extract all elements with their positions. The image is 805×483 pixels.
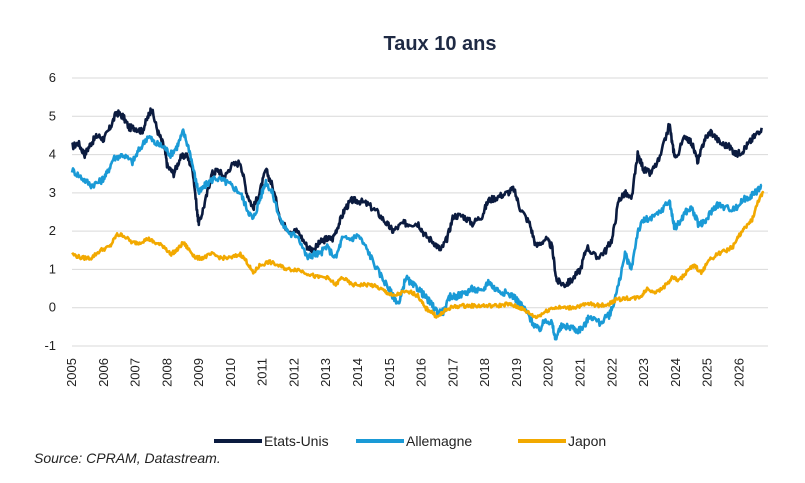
y-tick-label: 1: [49, 261, 56, 276]
series-line-0: [71, 107, 763, 289]
x-tick-label: 2006: [96, 358, 111, 387]
x-tick-label: 2015: [382, 358, 397, 387]
x-tick-label: 2025: [700, 358, 715, 387]
x-tick-label: 2024: [668, 358, 683, 387]
legend: Etats-Unis Allemagne Japon: [214, 433, 606, 449]
y-tick-label: 4: [49, 147, 56, 162]
x-tick-label: 2019: [509, 358, 524, 387]
x-tick-label: 2018: [477, 358, 492, 387]
x-tick-label: 2021: [572, 358, 587, 387]
x-tick-label: 2012: [286, 358, 301, 387]
x-tick-label: 2020: [541, 358, 556, 387]
x-tick-label: 2026: [731, 358, 746, 387]
y-tick-label: 0: [49, 300, 56, 315]
y-tick-label: 3: [49, 185, 56, 200]
y-tick-label: 5: [49, 108, 56, 123]
y-tick-label: -1: [44, 338, 56, 353]
x-tick-label: 2005: [64, 358, 79, 387]
x-tick-label: 2017: [445, 358, 460, 387]
source-note: Source: CPRAM, Datastream.: [34, 450, 221, 466]
legend-label: Japon: [568, 433, 606, 449]
x-tick-label: 2009: [191, 358, 206, 387]
x-tick-label: 2023: [636, 358, 651, 387]
x-tick-label: 2014: [350, 358, 365, 387]
x-tick-label: 2016: [414, 358, 429, 387]
legend-label: Allemagne: [406, 433, 472, 449]
series-line-2: [71, 190, 765, 320]
x-tick-label: 2008: [159, 358, 174, 387]
chart-title: Taux 10 ans: [383, 33, 496, 55]
x-tick-label: 2013: [318, 358, 333, 387]
x-tick-label: 2010: [223, 358, 238, 387]
x-tick-label: 2007: [128, 358, 143, 387]
series-lines: [70, 107, 765, 341]
y-tick-label: 6: [49, 70, 56, 85]
x-tick-label: 2022: [604, 358, 619, 387]
x-tick-label: 2011: [255, 358, 270, 386]
x-axis: 2005 2006 2007 2008 2009 2010 2011 2012 2013 2014…: [64, 358, 746, 387]
y-tick-label: 2: [49, 223, 56, 238]
legend-label: Etats-Unis: [264, 433, 329, 449]
y-axis: -1 0 1 2 3 4 5 6: [44, 70, 56, 353]
series-line-1: [70, 128, 763, 341]
